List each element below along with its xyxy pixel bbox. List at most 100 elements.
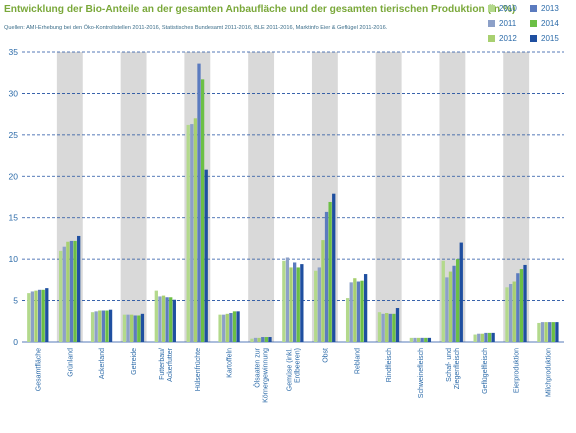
bar [548,322,552,342]
bar [197,63,201,342]
bar [289,267,293,342]
bar [487,332,492,342]
y-tick-label: 5 [13,296,18,306]
bar [225,313,229,342]
legend-label: 2015 [541,34,559,43]
legend-swatch [530,35,537,42]
x-tick-label-line: Ölsaaten zur [254,347,262,387]
bar [416,337,421,342]
bar [377,312,382,342]
x-tick-label-line: Futterbau/ [159,348,166,380]
chart-title: Entwicklung der Bio-Anteile an der gesam… [4,4,516,15]
x-tick-label: Gemüse (inkl. Erdbeeren) [287,348,302,391]
legend-swatch [488,35,495,42]
bar [300,264,304,342]
bar [69,240,74,342]
bar [77,235,81,342]
category-band [120,52,147,342]
bar [126,314,130,342]
bar [537,322,541,342]
bar [424,337,428,342]
bar [544,322,548,342]
x-tick-label-line: Milchproduktion [546,348,553,397]
x-tick-label: Rindfleisch [386,348,393,382]
x-tick-label-line: Ziegenfleisch [454,348,461,389]
legend-item: 2013 [530,4,559,13]
bar [296,267,300,342]
legend-item: 2011 [488,19,516,28]
bar [253,337,258,342]
x-tick-label: Schaf- und Ziegenfleisch [446,348,461,389]
source-note: Quellen: AMI-Erhebung bei den Öko-Kontro… [4,25,388,31]
bar [324,211,329,342]
bar [395,308,400,342]
bar [516,273,520,342]
legend-swatch [530,20,537,27]
bar [523,264,527,342]
bar [293,262,297,342]
x-tick-label: Grünland [67,348,74,377]
y-tick-label: 0 [13,337,18,347]
legend-item: 2010 [488,4,517,13]
bar [204,169,208,342]
bar [555,322,559,342]
legend: 2010 2011 2012 2013 2014 2015 [488,4,576,48]
bar [27,293,31,342]
bar [37,289,42,342]
bar [41,289,45,342]
legend-swatch [530,5,537,12]
bar [172,299,176,342]
x-tick-label: Geflügelfleisch [482,348,489,394]
bar [491,332,495,342]
bar [193,118,198,343]
bar [285,257,290,342]
bar [108,309,113,342]
x-tick-label-line: Körnergewinnung [263,348,270,403]
x-tick-label: Schweinefleisch [418,348,425,398]
x-tick-label: Kartoffeln [227,348,234,378]
x-tick-label: Hülsenfrüchte [195,348,202,391]
bar [314,270,318,342]
bar [62,246,66,342]
bar [413,337,417,342]
x-tick-label-line: Grünland [67,348,74,377]
bar [321,240,325,342]
bar [508,284,513,342]
x-tick-label-line: Rebland [354,348,361,374]
bar [268,337,272,342]
bar [388,313,392,342]
x-tick-label-line: Kartoffeln [227,348,234,378]
x-tick-label-line: Gesamtfläche [35,348,42,391]
bar [480,333,484,342]
bar [392,313,396,342]
x-tick-label: Milchproduktion [546,348,553,397]
x-tick-label: Getreide [131,348,138,375]
bar [236,311,240,342]
bar [420,337,424,342]
legend-label: 2011 [499,19,517,28]
y-tick-label: 30 [9,88,19,98]
bar [519,269,524,342]
bar [34,290,38,342]
bar [94,311,98,342]
x-tick-label-line: Schaf- und [446,348,453,382]
x-tick-label-line: Ackerland [99,348,106,379]
bar [445,277,449,342]
x-tick-label-line: Gemüse (inkl. [287,348,294,391]
bar [140,313,145,342]
x-tick-label: Ackerland [99,348,106,379]
bar [232,311,237,342]
y-tick-label: 25 [9,130,19,140]
bar [169,297,173,342]
bar [360,280,364,342]
bar [133,315,137,342]
bar [200,79,205,342]
x-tick-label-line: Eierproduktion [514,348,521,393]
bar [73,240,77,342]
bar [317,267,321,342]
bar [250,338,254,342]
bar [98,310,102,342]
bar [161,295,166,342]
legend-swatch [488,20,495,27]
